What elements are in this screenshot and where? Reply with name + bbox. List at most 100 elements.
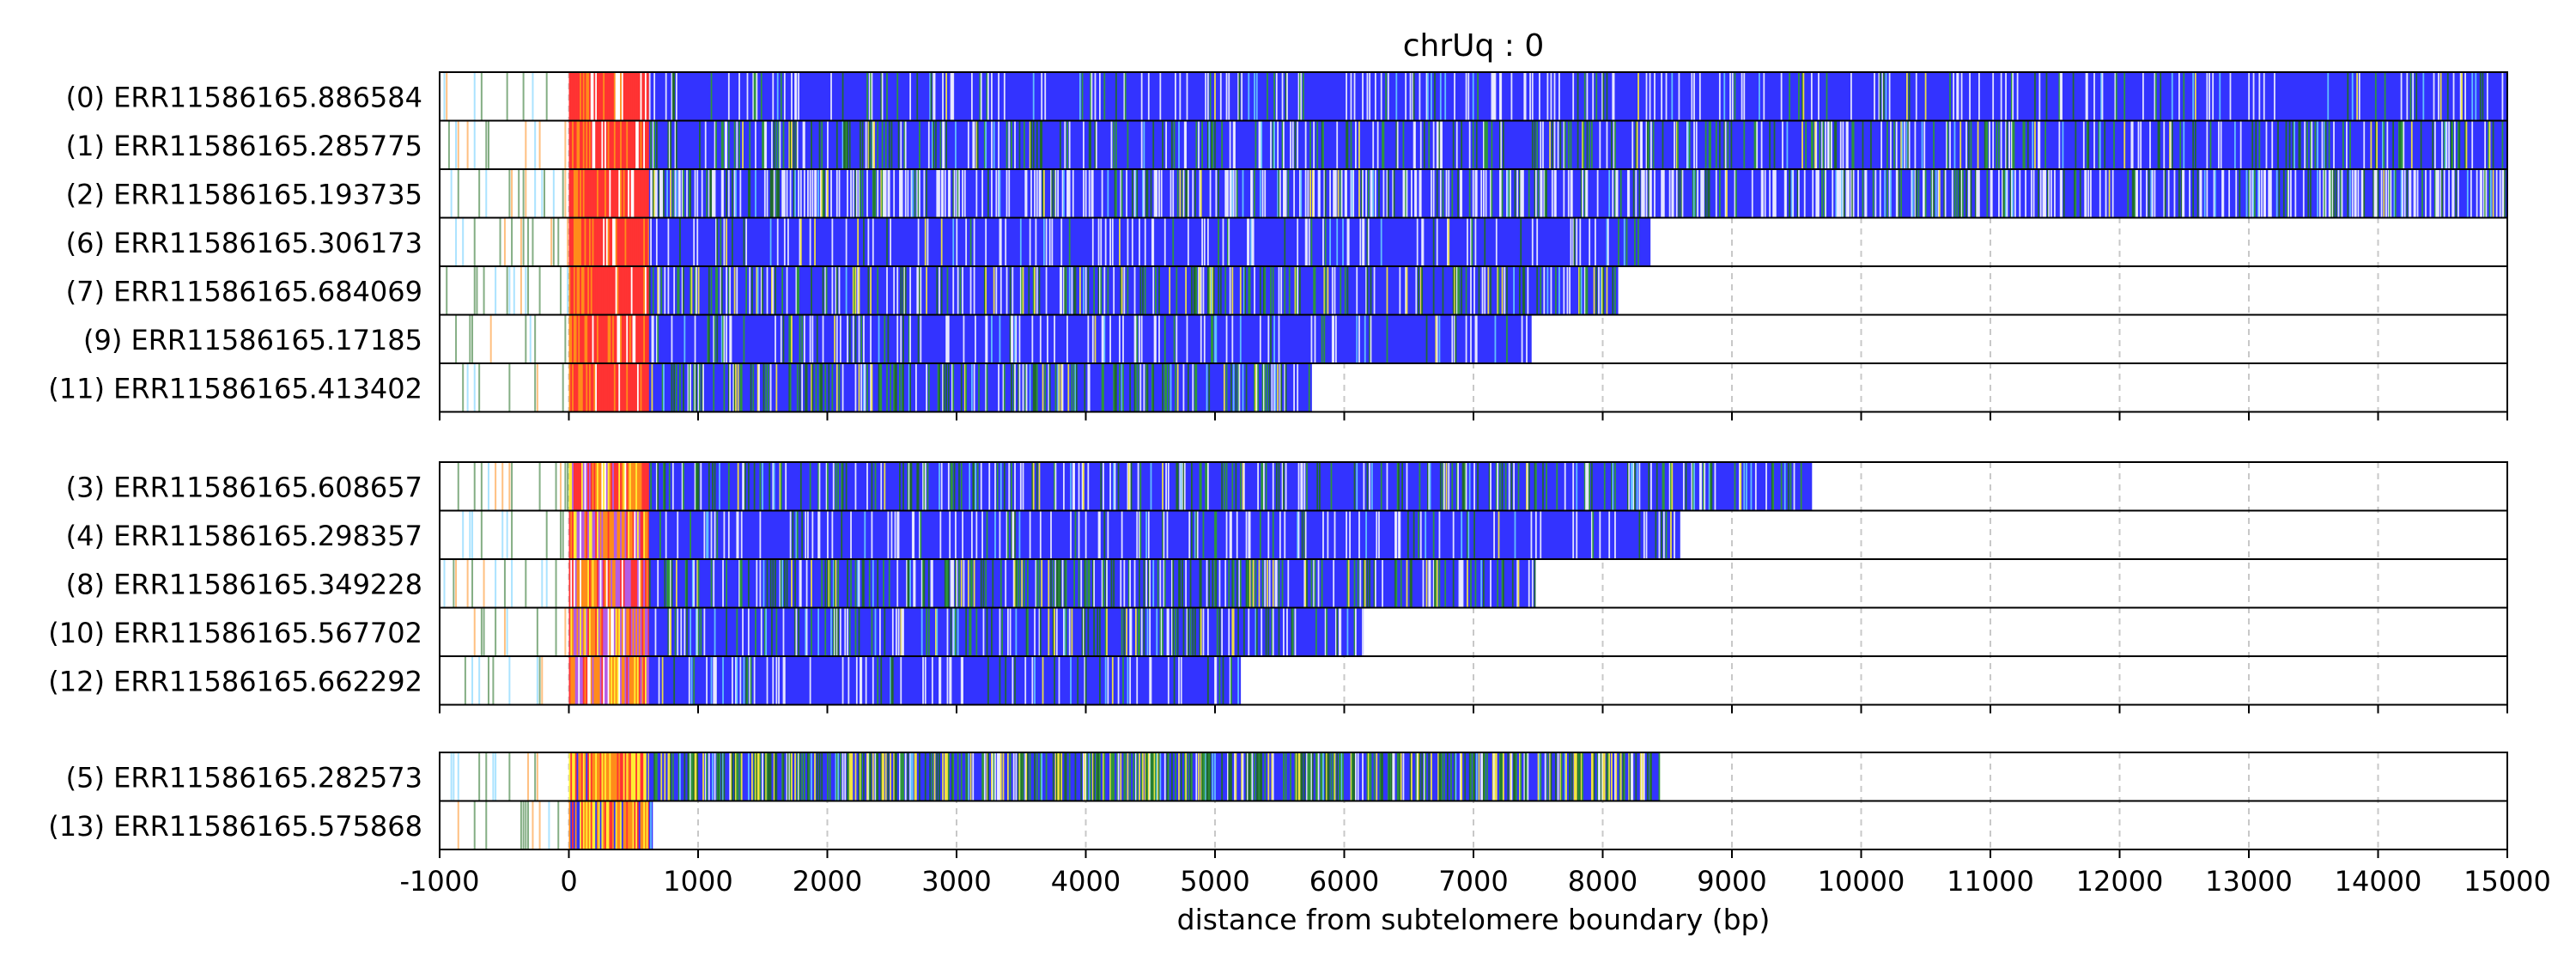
read-stripe [714, 752, 716, 801]
read-stripe [1634, 217, 1636, 266]
read-segment [582, 510, 586, 559]
read-stripe [1036, 752, 1038, 801]
read-stripe [1259, 752, 1261, 801]
read-stripe [1492, 752, 1494, 801]
read-segment [643, 801, 646, 849]
read-stripe [1109, 752, 1111, 801]
read-stripe [726, 169, 728, 218]
read-stripe [1613, 120, 1615, 169]
read-stripe [1199, 607, 1201, 656]
read-stripe [1064, 120, 1066, 169]
read-segment [643, 559, 646, 608]
read-stripe [1261, 363, 1264, 412]
read-stripe [911, 510, 914, 559]
read-stripe [1578, 752, 1580, 801]
read-stripe [896, 72, 899, 121]
read-stripe [1898, 169, 1900, 218]
read-stripe [769, 752, 772, 801]
read-segment [453, 752, 455, 801]
read-segment [570, 510, 573, 559]
read-segment [518, 169, 520, 218]
read-stripe [811, 559, 812, 608]
read-stripe [1506, 169, 1508, 218]
read-stripe [1261, 462, 1263, 511]
read-stripe [1518, 266, 1521, 315]
read-stripe [1009, 607, 1012, 656]
read-stripe [884, 752, 887, 801]
read-stripe [1319, 462, 1321, 511]
read-stripe [1202, 752, 1205, 801]
read-segment [582, 72, 586, 121]
read-stripe [1572, 217, 1575, 266]
read-stripe [765, 607, 768, 656]
read-stripe [2063, 169, 2065, 218]
read-stripe [1801, 72, 1803, 121]
read-stripe [1662, 120, 1664, 169]
read-stripe [2347, 72, 2349, 121]
read-stripe [1113, 266, 1115, 315]
read-stripe [796, 510, 799, 559]
read-segment [626, 314, 629, 363]
read-stripe [1321, 752, 1323, 801]
read-segment [640, 266, 642, 315]
read-stripe [782, 656, 785, 705]
read-stripe [1147, 72, 1150, 121]
read-stripe [2099, 120, 2101, 169]
read-stripe [1501, 169, 1504, 218]
read-segment [603, 607, 605, 656]
read-stripe [1923, 169, 1926, 218]
read-stripe [1347, 559, 1350, 608]
read-stripe [1306, 752, 1308, 801]
read-stripe [1058, 656, 1060, 705]
read-stripe [755, 752, 756, 801]
read-stripe [1431, 752, 1432, 801]
read-segment [615, 559, 618, 608]
read-segment [617, 656, 619, 705]
read-label: (9) ERR11586165.17185 [83, 324, 422, 356]
read-stripe [850, 559, 852, 608]
read-segment [469, 510, 471, 559]
read-stripe [814, 169, 816, 218]
read-segment [592, 559, 594, 608]
read-stripe [1241, 72, 1243, 121]
read-stripe [1072, 169, 1074, 218]
read-stripe [1774, 169, 1777, 218]
read-stripe [975, 510, 978, 559]
read-stripe [1242, 607, 1245, 656]
read-stripe [683, 752, 686, 801]
read-stripe [2105, 169, 2107, 218]
read-segment [471, 559, 474, 608]
read-stripe [1304, 169, 1307, 218]
read-segment [550, 217, 553, 266]
read-stripe [1632, 462, 1635, 511]
read-stripe [1284, 169, 1286, 218]
read-stripe [1206, 752, 1208, 801]
read-segment [597, 217, 599, 266]
read-stripe [1674, 120, 1675, 169]
read-segment [595, 752, 598, 801]
read-stripe [1421, 266, 1423, 315]
read-stripe [1249, 266, 1251, 315]
read-stripe [1360, 169, 1363, 218]
read-stripe [930, 559, 933, 608]
read-stripe [937, 169, 939, 218]
read-stripe [821, 169, 823, 218]
read-stripe [2452, 169, 2455, 218]
read-stripe [850, 510, 852, 559]
read-stripe [2038, 72, 2041, 121]
read-stripe [1047, 314, 1048, 363]
read-stripe [1422, 217, 1425, 266]
read-segment [612, 169, 615, 218]
read-stripe [1088, 752, 1091, 801]
read-stripe [808, 752, 811, 801]
read-segment [576, 314, 579, 363]
read-stripe [866, 752, 868, 801]
read-segment [601, 656, 604, 705]
read-segment [501, 510, 504, 559]
read-stripe [1248, 266, 1250, 315]
read-stripe [1419, 169, 1422, 218]
read-stripe [1376, 510, 1378, 559]
read-segment [607, 72, 611, 121]
read-stripe [940, 169, 943, 218]
read-stripe [1247, 217, 1249, 266]
